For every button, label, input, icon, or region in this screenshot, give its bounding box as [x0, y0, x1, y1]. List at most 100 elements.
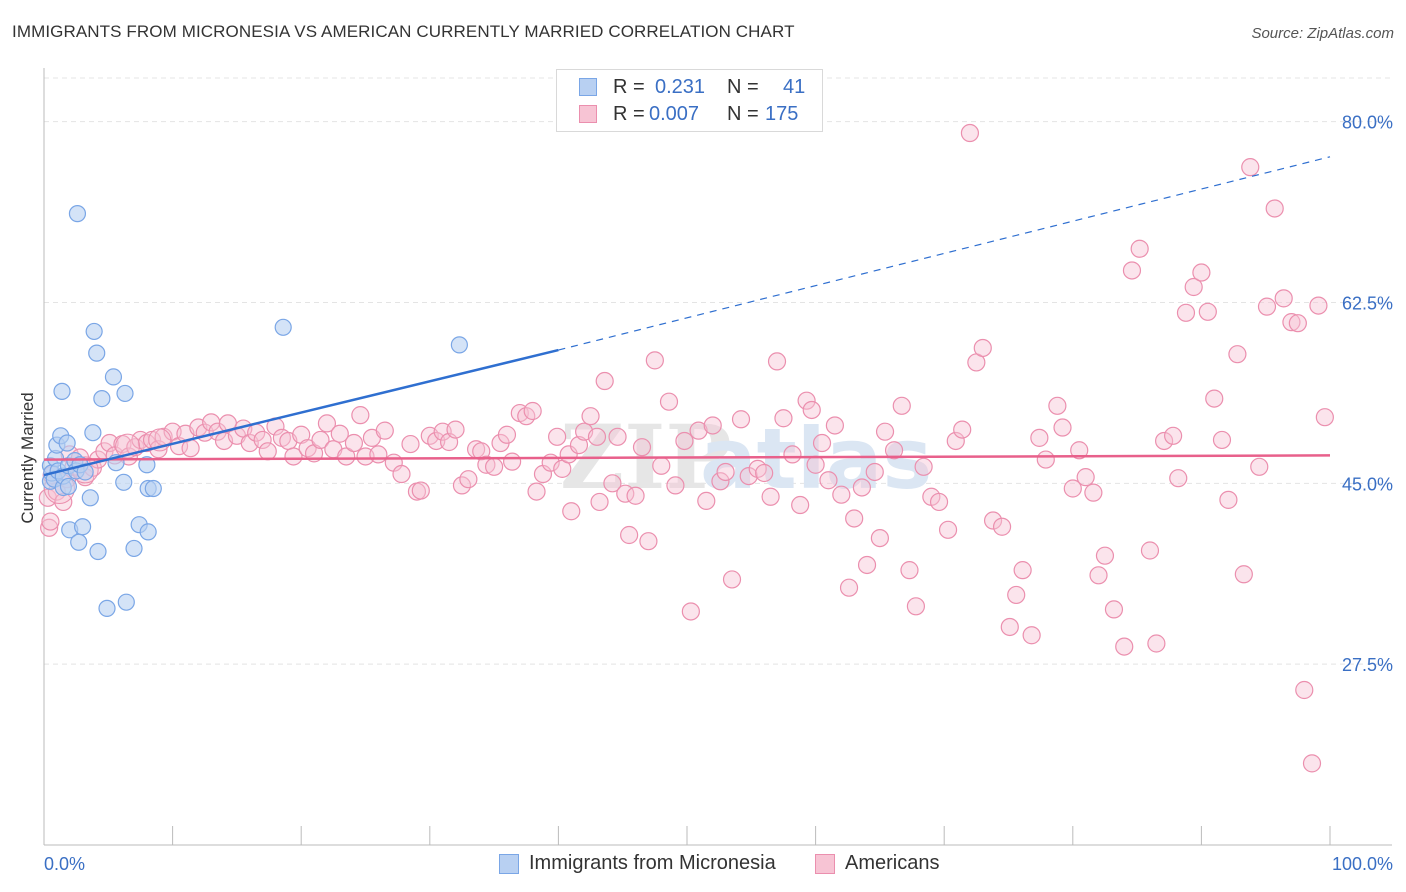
americans-point	[946, 431, 965, 451]
americans-point	[783, 445, 802, 464]
americans-point	[392, 464, 411, 484]
americans-point	[1130, 239, 1149, 258]
americans-point	[1176, 303, 1196, 322]
americans-point	[652, 456, 671, 475]
micronesia-point	[117, 593, 135, 611]
americans-point	[722, 570, 742, 589]
americans-point	[317, 414, 337, 433]
americans-point	[1315, 408, 1334, 427]
americans-legend-swatch	[815, 854, 835, 874]
micronesia-point	[144, 479, 162, 498]
americans-point	[485, 457, 504, 476]
americans-point	[767, 352, 787, 371]
americans-point	[1164, 426, 1183, 445]
micronesia-point	[139, 523, 157, 541]
americans-point	[41, 512, 60, 531]
americans-point	[983, 511, 1003, 530]
y-axis-label: Currently Married	[18, 392, 37, 523]
micronesia-point	[116, 384, 134, 403]
micronesia-point	[58, 434, 76, 452]
americans-point	[825, 416, 844, 435]
y-tick-label: 45.0%	[1342, 474, 1393, 494]
americans-point	[258, 442, 277, 461]
n-label: N =	[727, 76, 759, 98]
americans-point	[960, 123, 980, 143]
americans-point	[369, 445, 388, 464]
americans-point	[337, 447, 356, 466]
americans-point	[892, 396, 911, 415]
x-tick-label: 100.0%	[1332, 854, 1393, 874]
americans-point	[411, 481, 430, 500]
americans-point	[870, 528, 890, 548]
y-tick-label: 80.0%	[1342, 113, 1393, 133]
americans-point	[330, 424, 349, 443]
americans-point	[857, 555, 877, 575]
americans-point	[1122, 261, 1142, 280]
americans-point	[731, 410, 751, 429]
americans-point	[875, 422, 895, 441]
americans-point	[1104, 600, 1124, 619]
r-label: R =	[613, 76, 645, 98]
americans-point	[527, 482, 546, 501]
n-value: 41	[783, 76, 806, 98]
americans-point	[1063, 479, 1082, 498]
americans-point	[1030, 428, 1049, 447]
americans-point	[1013, 561, 1032, 580]
americans-point	[639, 532, 658, 551]
americans-point	[590, 492, 609, 512]
americans-point	[914, 457, 933, 476]
americans-point	[681, 602, 700, 621]
americans-point	[427, 431, 446, 451]
micronesia-swatch	[579, 78, 597, 96]
americans-point	[938, 520, 958, 539]
americans-point	[608, 427, 627, 446]
americans-point	[839, 578, 859, 597]
americans-point	[832, 485, 851, 504]
americans-point	[562, 502, 581, 521]
r-label: R =	[613, 103, 645, 125]
americans-point	[689, 421, 708, 440]
americans-point	[1089, 566, 1108, 585]
americans-point	[797, 391, 816, 410]
americans-point	[761, 487, 780, 506]
americans-point	[1250, 457, 1269, 476]
americans-point	[375, 421, 394, 440]
americans-point	[1234, 565, 1253, 584]
americans-point	[603, 474, 622, 493]
americans-point	[620, 525, 639, 545]
americans-point	[992, 517, 1012, 536]
americans-point	[284, 447, 303, 466]
americans-point	[1000, 617, 1019, 637]
americans-point	[1048, 396, 1067, 415]
micronesia-point	[70, 533, 88, 551]
americans-point	[1022, 626, 1041, 645]
micronesia-point	[81, 489, 99, 507]
americans-point	[40, 518, 59, 537]
americans-point	[1084, 483, 1103, 502]
americans-point	[595, 371, 614, 391]
americans-point	[659, 392, 679, 411]
micronesia-point	[98, 599, 116, 617]
americans-point	[711, 472, 730, 491]
americans-point	[569, 436, 589, 455]
x-tick-label: 0.0%	[44, 854, 85, 874]
n-value: 175	[765, 103, 799, 125]
micronesia-point	[88, 344, 106, 362]
americans-point	[953, 420, 972, 439]
micronesia-point	[59, 477, 78, 496]
americans-point	[1205, 389, 1224, 408]
americans-point	[1219, 490, 1238, 509]
r-value: 0.231	[655, 76, 706, 98]
legend-label: Americans	[845, 852, 940, 874]
americans-point	[1265, 199, 1284, 218]
americans-point	[697, 491, 716, 510]
micronesia-point	[73, 518, 92, 536]
americans-point	[351, 406, 370, 425]
legend-label: Immigrants from Micronesia	[529, 852, 776, 874]
americans-point	[1212, 430, 1232, 450]
americans-point	[1228, 345, 1247, 364]
americans-point	[181, 439, 200, 458]
americans-point	[311, 430, 330, 450]
americans-point	[1053, 418, 1072, 437]
